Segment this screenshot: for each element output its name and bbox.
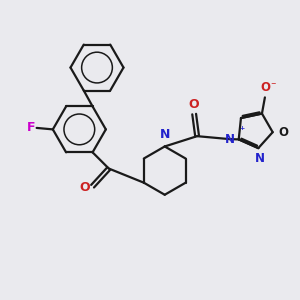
Text: O: O xyxy=(79,181,90,194)
Text: N: N xyxy=(225,133,235,146)
Text: N: N xyxy=(255,152,265,165)
Text: O: O xyxy=(278,126,288,139)
Text: O: O xyxy=(189,98,200,111)
Text: N: N xyxy=(160,128,170,141)
Text: ⁺: ⁺ xyxy=(239,126,244,136)
Text: O: O xyxy=(260,82,270,94)
Text: F: F xyxy=(27,122,35,134)
Text: ⁻: ⁻ xyxy=(270,81,276,91)
